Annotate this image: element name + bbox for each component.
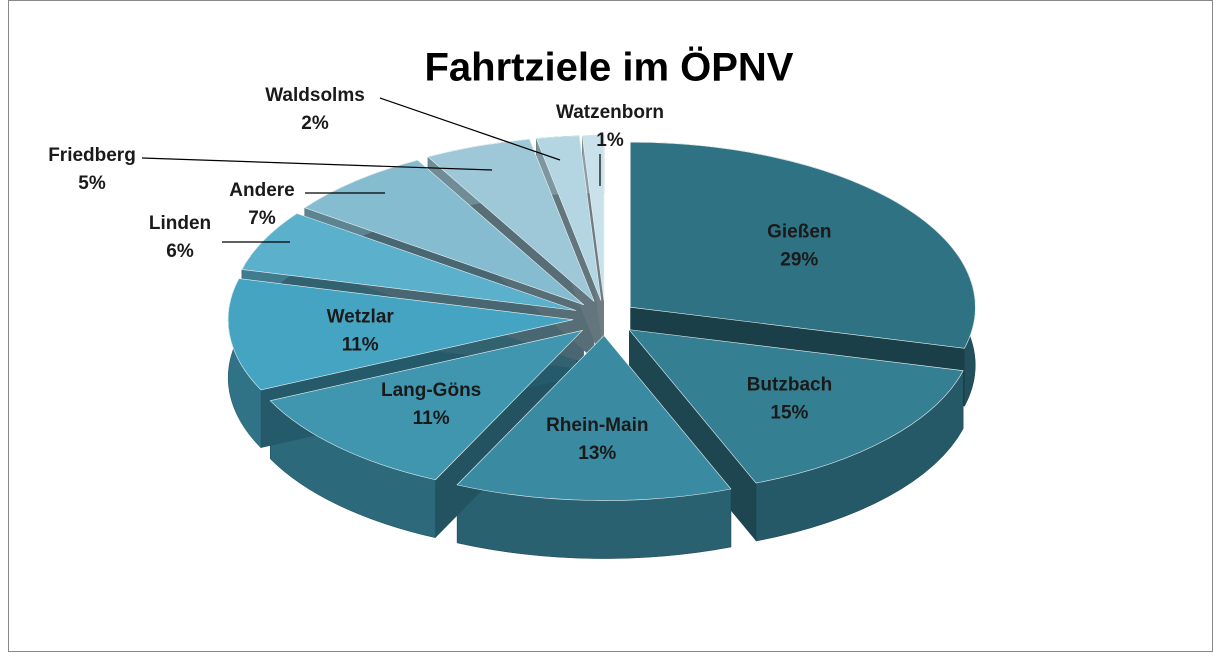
chart-title: Fahrtziele im ÖPNV — [425, 45, 794, 90]
leader-line — [141, 157, 493, 171]
slice — [456, 335, 732, 501]
value-label: 11% — [413, 408, 450, 429]
slice — [304, 159, 585, 306]
value-label: 5% — [78, 173, 106, 194]
category-label: Rhein-Main — [546, 415, 648, 436]
value-label: 29% — [780, 250, 818, 271]
value-label: 2% — [301, 113, 329, 134]
category-label: Andere — [229, 180, 294, 201]
slice — [227, 278, 574, 391]
value-label: 13% — [578, 443, 616, 464]
slice — [628, 329, 964, 484]
slice — [581, 135, 605, 301]
category-label: Gießen — [767, 222, 831, 243]
value-label: 6% — [166, 241, 194, 262]
category-label: Watzenborn — [556, 102, 664, 123]
category-label: Friedberg — [48, 145, 136, 166]
slice — [241, 213, 577, 311]
slice — [535, 135, 602, 301]
category-label: Butzbach — [747, 374, 833, 395]
category-label: Waldsolms — [265, 85, 365, 106]
value-label: 15% — [770, 402, 808, 423]
category-label: Lang-Göns — [381, 380, 481, 401]
leader-line — [379, 97, 561, 161]
slice — [269, 329, 584, 481]
slice — [629, 141, 976, 349]
slice — [427, 139, 595, 302]
value-label: 11% — [342, 334, 379, 355]
value-label: 7% — [248, 208, 276, 229]
category-label: Linden — [149, 213, 211, 234]
value-label: 1% — [596, 130, 624, 151]
category-label: Wetzlar — [327, 306, 395, 327]
pie-tops — [227, 135, 976, 501]
